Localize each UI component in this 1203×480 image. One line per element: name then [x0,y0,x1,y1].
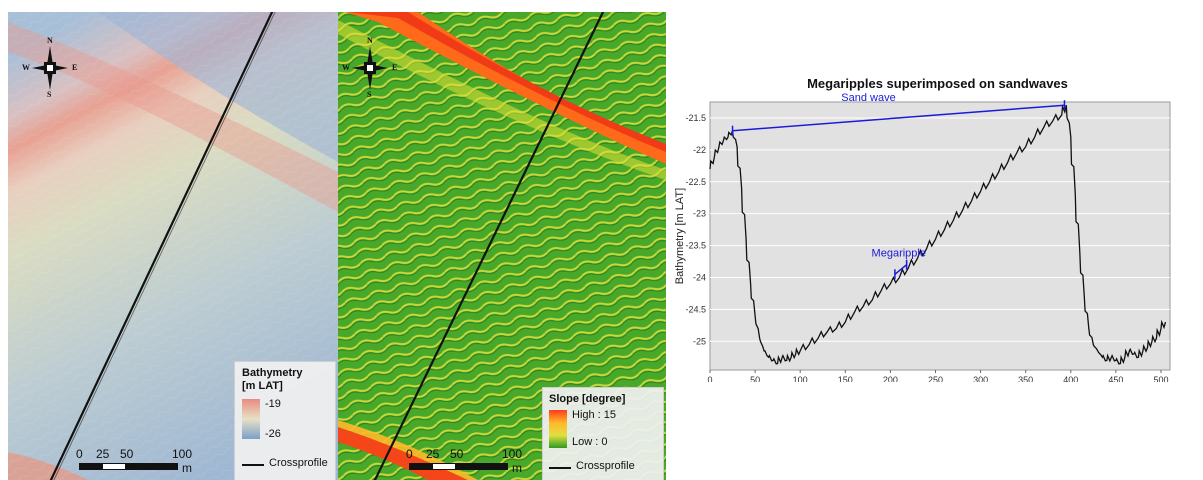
y-tick-label: -21.5 [685,113,706,123]
y-tick-label: -22 [693,145,706,155]
x-tick-label: 150 [838,375,853,382]
legend-high-value: -19 [265,398,281,410]
compass-s: S [47,90,52,99]
scale-tick-100: 100 [502,447,523,461]
scale-unit: m [182,461,192,475]
x-tick-label: 450 [1108,375,1123,382]
legend-crossprofile-label: Crossprofile [269,457,328,469]
bathymetry-legend: Bathymetry [m LAT] -19 -26 Crossprofile [234,361,336,480]
y-tick-label: -25 [693,336,706,346]
x-tick-label: 400 [1063,375,1078,382]
compass-s: S [367,90,372,99]
annotation-line [732,104,1065,132]
legend-unit: [m LAT] [242,380,283,392]
scale-tick-50: 50 [120,447,134,461]
annotation-line [894,264,908,275]
legend-title: Slope [degree] [549,393,626,405]
y-tick-label: -24 [693,272,706,282]
bathymetry-map-panel[interactable]: N S W E Bathymetry [m LAT] -19 -26 Cross… [8,12,338,480]
x-tick-label: 350 [1018,375,1033,382]
compass-w: W [342,63,350,72]
legend-high-value: High : 15 [572,409,617,421]
compass-rose: N S W E [342,36,397,99]
crossprofile-line [373,12,605,480]
chart-title: Megaripples superimposed on sandwaves [807,76,1068,91]
x-tick-label: 250 [928,375,943,382]
scale-tick-0: 0 [76,447,83,461]
y-tick-label: -23 [693,209,706,219]
slope-legend: Slope [degree] High : 15 Low : 0 Crosspr… [542,387,664,480]
compass-n: N [47,36,53,45]
scale-bar: 0 25 50 100 m [406,447,548,477]
y-axis-label: Bathymetry [m LAT] [674,188,686,284]
y-tick-label: -22.5 [685,177,706,187]
legend-title: Bathymetry [242,367,303,379]
x-tick-label: 50 [750,375,760,382]
legend-crossprofile-swatch [242,464,264,466]
x-tick-label: 300 [973,375,988,382]
annotation-label: Megaripple [872,248,926,260]
compass-w: W [22,63,30,72]
profile-chart[interactable]: -21.5 -22 -22.5 -23 -23.5 -24 -24.5 -25 0 50 100 15… [672,72,1203,401]
annotation-label: Sand wave [841,92,895,104]
slope-map-panel[interactable]: N S W E Slope [degree] High : 15 Low : 0… [338,12,666,480]
legend-crossprofile-label: Crossprofile [576,460,635,472]
legend-color-ramp [242,399,260,439]
x-tick-label: 0 [707,375,712,382]
compass-rose: N S W E [22,36,77,99]
legend-low-value: Low : 0 [572,436,608,448]
scale-tick-50: 50 [450,447,464,461]
compass-e: E [72,63,78,72]
legend-low-value: -26 [265,428,281,440]
bathymetry-map [8,12,338,480]
compass-n: N [367,36,373,45]
x-tick-label: 100 [793,375,808,382]
compass-e: E [392,63,398,72]
y-tick-label: -23.5 [685,241,706,251]
x-tick-label: 500 [1153,375,1168,382]
profile-chart-svg: -21.5 -22 -22.5 -23 -23.5 -24 -24.5 -25 0 50 100 15… [674,92,1171,401]
profile-line [709,104,1167,365]
scale-tick-0: 0 [406,447,413,461]
legend-crossprofile-swatch [549,467,571,469]
scale-tick-100: 100 [172,447,193,461]
scale-tick-25: 25 [426,447,440,461]
y-tick-label: -24.5 [685,304,706,314]
x-tick-label: 200 [883,375,898,382]
legend-color-ramp [549,410,567,448]
scale-unit: m [512,461,522,475]
scale-tick-25: 25 [96,447,110,461]
crossprofile-line [49,12,274,480]
scale-bar: 0 25 50 100 m [76,447,218,477]
